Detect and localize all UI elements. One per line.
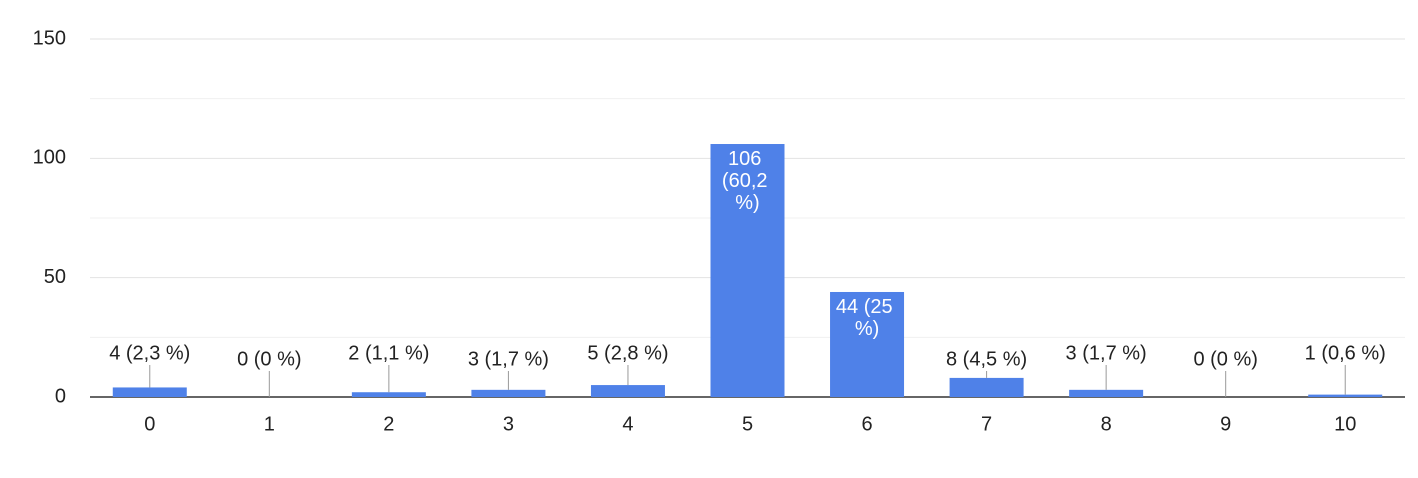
x-tick-label: 3 <box>503 413 514 435</box>
x-tick-label: 2 <box>383 413 394 435</box>
value-label-line: (60,2 <box>722 170 773 192</box>
value-label: 5 (2,8 %) <box>587 342 668 364</box>
bar <box>1069 389 1144 397</box>
value-label: 2 (1,1 %) <box>348 342 429 364</box>
bar <box>710 144 785 397</box>
x-tick-label: 8 <box>1101 413 1112 435</box>
x-tick-label: 6 <box>861 413 872 435</box>
bar <box>471 389 546 397</box>
value-label: 0 (0 %) <box>1193 348 1257 370</box>
value-label: 8 (4,5 %) <box>946 348 1027 370</box>
bar <box>351 392 426 397</box>
value-label: 3 (1,7 %) <box>1066 342 1147 364</box>
value-label: 4 (2,3 %) <box>109 342 190 364</box>
x-tick-label: 0 <box>144 413 155 435</box>
y-tick-label: 150 <box>33 27 66 49</box>
value-label: 3 (1,7 %) <box>468 348 549 370</box>
bar <box>1308 394 1383 397</box>
bar <box>112 387 187 397</box>
bar <box>830 291 905 397</box>
x-tick-label: 9 <box>1220 413 1231 435</box>
value-label-line: 106 <box>728 148 767 170</box>
x-tick-label: 4 <box>622 413 633 435</box>
value-label-line: %) <box>735 192 759 214</box>
bar <box>949 377 1024 397</box>
value-label: 106 (60,2 %) <box>722 148 773 214</box>
x-tick-label: 1 <box>264 413 275 435</box>
value-label: 1 (0,6 %) <box>1305 342 1386 364</box>
y-tick-label: 0 <box>55 385 66 407</box>
y-tick-label: 100 <box>33 147 66 169</box>
y-tick-label: 50 <box>44 266 66 288</box>
x-tick-label: 10 <box>1334 413 1356 435</box>
value-label: 0 (0 %) <box>237 348 301 370</box>
bar <box>590 385 665 397</box>
x-tick-label: 7 <box>981 413 992 435</box>
value-label-line: %) <box>855 318 879 340</box>
value-label-line: 44 (25 <box>836 296 898 318</box>
value-label: 44 (25 %) <box>836 296 898 340</box>
x-tick-label: 5 <box>742 413 753 435</box>
